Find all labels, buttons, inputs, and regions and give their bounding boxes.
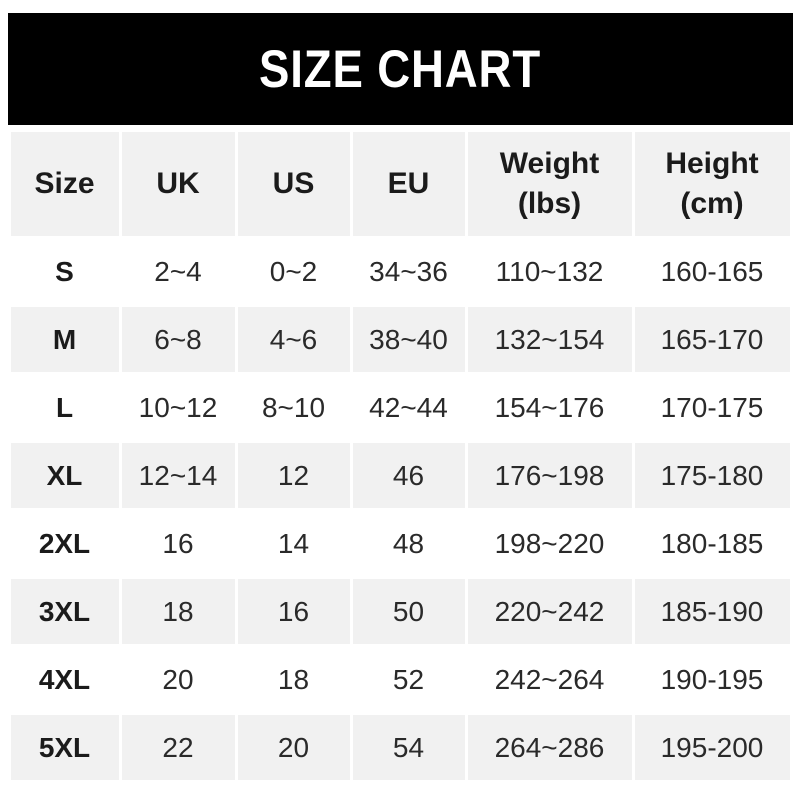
- table-cell: 48: [352, 511, 465, 576]
- table-cell: 14: [237, 511, 350, 576]
- header-row: Size UK US EU Weight (lbs) Height (cm): [10, 132, 790, 236]
- table-cell: 242~264: [467, 647, 632, 712]
- table-cell: 176~198: [467, 443, 632, 508]
- size-label-cell: 2XL: [10, 511, 119, 576]
- table-row-s: S 2~4 0~2 34~36 110~132 160-165: [10, 239, 790, 304]
- table-cell: 54: [352, 715, 465, 780]
- table-cell: 180-185: [634, 511, 790, 576]
- column-header-eu: EU: [352, 132, 465, 236]
- table-cell: 6~8: [121, 307, 235, 372]
- table-cell: 20: [237, 715, 350, 780]
- table-cell: 16: [237, 579, 350, 644]
- table-cell: 10~12: [121, 375, 235, 440]
- table-cell: 22: [121, 715, 235, 780]
- column-header-uk: UK: [121, 132, 235, 236]
- table-cell: 38~40: [352, 307, 465, 372]
- table-cell: 165-170: [634, 307, 790, 372]
- table-row-2xl: 2XL 16 14 48 198~220 180-185: [10, 511, 790, 576]
- size-label-cell: M: [10, 307, 119, 372]
- column-header-height: Height (cm): [634, 132, 790, 236]
- table-cell: 16: [121, 511, 235, 576]
- table-cell: 20: [121, 647, 235, 712]
- size-label-cell: 4XL: [10, 647, 119, 712]
- table-cell: 46: [352, 443, 465, 508]
- table-cell: 2~4: [121, 239, 235, 304]
- column-header-us: US: [237, 132, 350, 236]
- table-cell: 110~132: [467, 239, 632, 304]
- table-cell: 264~286: [467, 715, 632, 780]
- table-cell: 34~36: [352, 239, 465, 304]
- table-cell: 0~2: [237, 239, 350, 304]
- table-row-5xl: 5XL 22 20 54 264~286 195-200: [10, 715, 790, 780]
- table-row-xl: XL 12~14 12 46 176~198 175-180: [10, 443, 790, 508]
- size-chart-table: Size UK US EU Weight (lbs) Height (cm) S…: [8, 129, 793, 783]
- table-row-l: L 10~12 8~10 42~44 154~176 170-175: [10, 375, 790, 440]
- size-label-cell: L: [10, 375, 119, 440]
- table-cell: 12~14: [121, 443, 235, 508]
- column-header-size: Size: [10, 132, 119, 236]
- table-cell: 12: [237, 443, 350, 508]
- table-cell: 195-200: [634, 715, 790, 780]
- size-label-cell: 3XL: [10, 579, 119, 644]
- table-cell: 52: [352, 647, 465, 712]
- size-label-cell: S: [10, 239, 119, 304]
- banner-title: SIZE CHART: [258, 39, 542, 99]
- table-cell: 170-175: [634, 375, 790, 440]
- table-row-m: M 6~8 4~6 38~40 132~154 165-170: [10, 307, 790, 372]
- table-cell: 18: [121, 579, 235, 644]
- table-cell: 132~154: [467, 307, 632, 372]
- size-label-cell: 5XL: [10, 715, 119, 780]
- table-cell: 198~220: [467, 511, 632, 576]
- table-cell: 190-195: [634, 647, 790, 712]
- table-row-4xl: 4XL 20 18 52 242~264 190-195: [10, 647, 790, 712]
- table-cell: 8~10: [237, 375, 350, 440]
- size-label-cell: XL: [10, 443, 119, 508]
- table-cell: 50: [352, 579, 465, 644]
- table-cell: 160-165: [634, 239, 790, 304]
- size-chart-banner: SIZE CHART: [7, 13, 793, 125]
- table-row-3xl: 3XL 18 16 50 220~242 185-190: [10, 579, 790, 644]
- table-cell: 154~176: [467, 375, 632, 440]
- column-header-weight: Weight (lbs): [467, 132, 632, 236]
- table-cell: 185-190: [634, 579, 790, 644]
- table-cell: 18: [237, 647, 350, 712]
- table-cell: 175-180: [634, 443, 790, 508]
- table-cell: 4~6: [237, 307, 350, 372]
- table-cell: 220~242: [467, 579, 632, 644]
- table-cell: 42~44: [352, 375, 465, 440]
